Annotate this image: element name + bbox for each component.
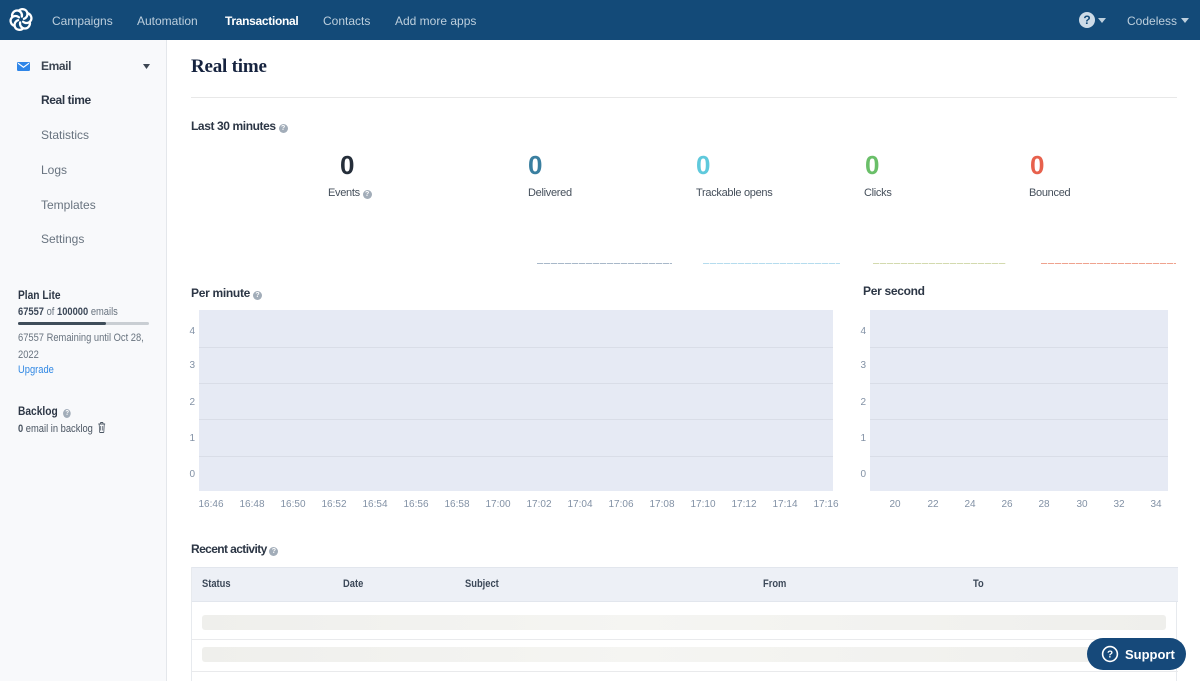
svg-text:?: ? <box>1107 650 1113 661</box>
